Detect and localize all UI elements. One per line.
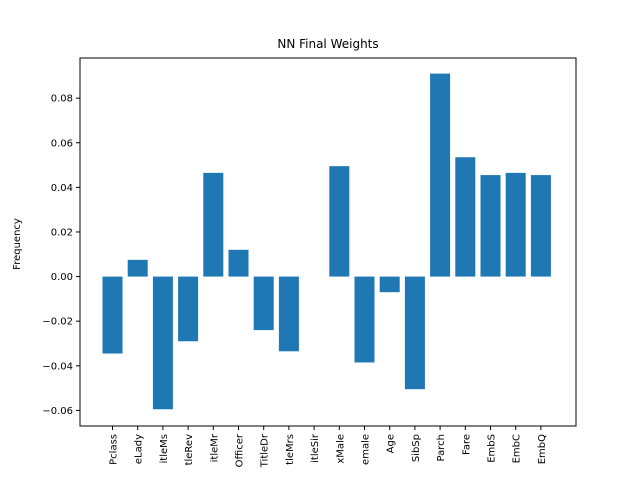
bar-fare [455,157,476,277]
chart-title: NN Final Weights [277,37,378,51]
bar-tlemrs [278,276,299,352]
bar-titledr [253,276,274,331]
x-tick-label: Officer [235,433,246,467]
bar-itlems [152,276,173,410]
x-tick-label: tleRev [184,434,195,466]
y-tick-label: 0.02 [51,227,73,238]
bar-xmale [329,166,350,277]
bars [102,73,551,410]
x-axis-ticks: Pclass eLady itleMs tleRev itleMr Officer Titl… [109,426,548,468]
x-tick-label: EmbS [487,434,498,463]
bar-embs [480,175,501,277]
bar-embc [505,172,526,277]
x-tick-label: itleMr [209,433,220,462]
x-tick-label: TitleDr [260,433,271,468]
x-tick-label: SibSp [411,434,422,462]
x-tick-label: Parch [436,434,447,461]
y-tick-label: 0.08 [51,94,73,105]
bar-parch [430,73,451,277]
bar-pclass [102,276,123,354]
y-tick-label: −0.04 [42,361,73,372]
x-tick-label: emale [361,434,372,465]
y-axis-label: Frequency [12,218,23,270]
y-axis-ticks: −0.06 −0.04 −0.02 0.00 0.02 0.04 0.06 0.08 [42,94,80,417]
plot-frame [79,57,577,427]
x-tick-label: itleMs [159,434,170,463]
x-tick-label: xMale [335,434,346,464]
x-tick-label: Age [386,434,397,453]
y-tick-label: 0.00 [51,272,73,283]
x-tick-label: itleSir [310,433,321,463]
y-tick-label: −0.06 [42,406,73,417]
bar-itlemr [203,172,224,277]
x-tick-label: tleMrs [285,434,296,465]
bar-age [379,276,400,293]
bar-tlerev [178,276,199,342]
x-tick-label: Pclass [109,434,120,465]
bar-officer [228,249,249,277]
bar-sibsp [404,276,425,390]
bar-elady [127,259,148,277]
y-tick-label: 0.06 [51,138,73,149]
x-tick-label: Fare [461,434,472,455]
y-tick-label: −0.02 [42,317,73,328]
x-tick-label: eLady [134,434,145,464]
y-tick-label: 0.04 [51,183,73,194]
x-tick-label: EmbC [512,434,523,463]
x-tick-label: EmbQ [537,434,548,464]
bar-embq [530,175,551,277]
bar-emale [354,276,375,363]
